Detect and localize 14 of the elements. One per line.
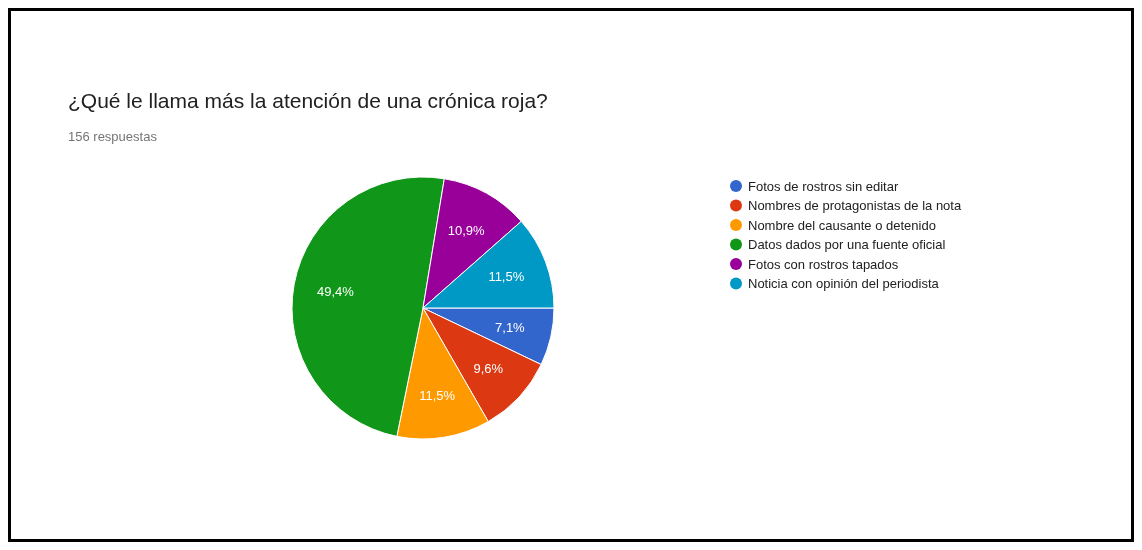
data-label: 10,9% <box>447 222 486 238</box>
chart-title: ¿Qué le llama más la atención de una crónica roja? <box>68 89 548 112</box>
legend-label: Nombres de protagonistas de la nota <box>748 198 962 213</box>
data-label: 9,6% <box>473 361 504 377</box>
legend-label: Nombre del causante o detenido <box>748 217 936 233</box>
legend-label: Datos dados por una fuente oficial <box>748 237 946 252</box>
data-label: 11,5% <box>488 269 525 285</box>
legend-label: Fotos de rostros sin editar <box>748 178 899 194</box>
data-label: 11,5% <box>419 388 456 404</box>
data-label: 7,1% <box>495 320 526 336</box>
legend-label: Noticia con opinión del periodista <box>748 276 940 291</box>
data-label: 49,4% <box>316 284 355 300</box>
legend-label: Fotos con rostros tapados <box>748 256 899 272</box>
text: 156 respuestas <box>68 129 158 144</box>
